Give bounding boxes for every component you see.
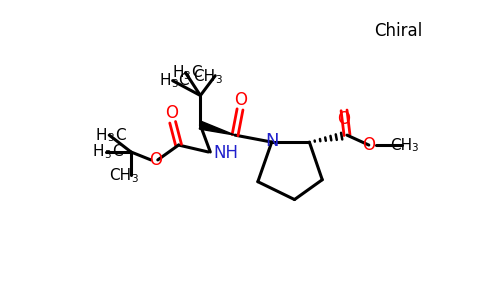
Text: H: H — [159, 73, 171, 88]
Text: NH: NH — [213, 144, 238, 162]
Text: 3: 3 — [107, 133, 114, 143]
Text: H: H — [93, 145, 104, 160]
Text: O: O — [149, 151, 162, 169]
Text: O: O — [337, 110, 350, 128]
Text: 3: 3 — [411, 143, 418, 153]
Text: CH: CH — [391, 137, 412, 152]
Text: C: C — [115, 128, 126, 142]
Text: Chiral: Chiral — [375, 22, 423, 40]
Polygon shape — [199, 122, 235, 135]
Text: 3: 3 — [171, 79, 177, 88]
Text: O: O — [235, 92, 247, 110]
Text: O: O — [363, 136, 375, 154]
Text: H: H — [172, 65, 183, 80]
Text: C: C — [112, 145, 123, 160]
Text: 3: 3 — [104, 150, 111, 160]
Text: 3: 3 — [183, 71, 190, 81]
Text: 3: 3 — [131, 174, 137, 184]
Text: N: N — [265, 132, 278, 150]
Text: H: H — [96, 128, 107, 142]
Text: 3: 3 — [215, 75, 222, 85]
Text: CH: CH — [193, 69, 215, 84]
Text: C: C — [179, 73, 189, 88]
Text: C: C — [192, 65, 202, 80]
Text: CH: CH — [109, 168, 131, 183]
Text: O: O — [165, 104, 178, 122]
